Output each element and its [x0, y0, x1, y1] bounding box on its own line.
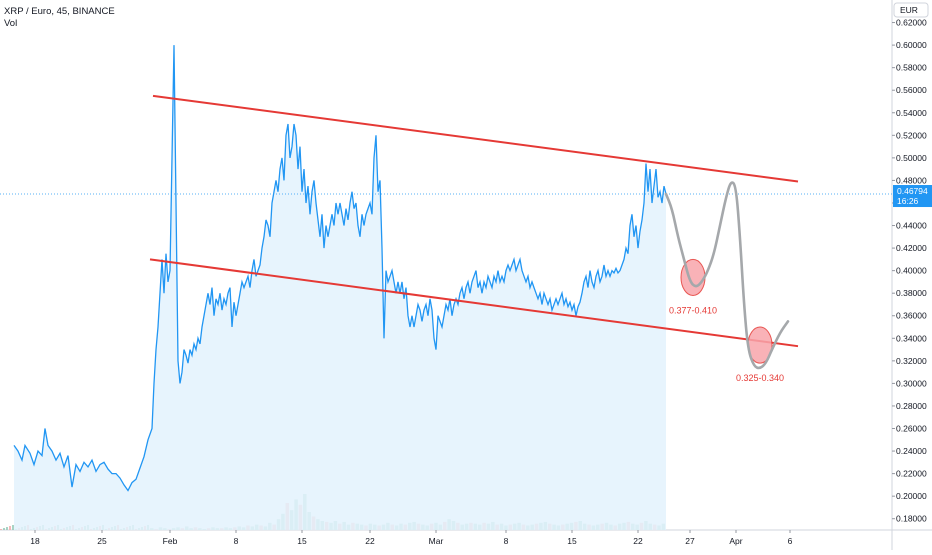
channel-upper-line: [152, 94, 799, 183]
target-zone-label-2: 0.325-0.340: [736, 373, 784, 383]
x-tick-label: Mar: [429, 536, 444, 546]
last-price-value: 0.46794: [897, 186, 928, 196]
y-tick-label: 0.48000: [896, 175, 927, 185]
y-tick-label: 0.56000: [896, 85, 927, 95]
x-tick-label: Feb: [163, 536, 178, 546]
y-tick-label: 0.36000: [896, 311, 927, 321]
volume-indicator-label: Vol: [4, 18, 18, 29]
y-tick-label: 0.32000: [896, 356, 927, 366]
volume-bar: [12, 525, 14, 530]
y-tick-label: 0.34000: [896, 333, 927, 343]
x-tick-label: 22: [633, 536, 643, 546]
y-tick-label: 0.52000: [896, 130, 927, 140]
y-tick-label: 0.42000: [896, 243, 927, 253]
currency-button: [893, 2, 929, 18]
volume-bar: [9, 526, 11, 530]
volume-bar: [3, 528, 5, 530]
target-zone-label-1: 0.377-0.410: [669, 305, 717, 315]
y-tick-label: 0.54000: [896, 108, 927, 118]
x-tick-label: Apr: [729, 536, 742, 546]
y-tick-label: 0.40000: [896, 266, 927, 276]
projection-path: [664, 181, 790, 370]
bar-countdown: 16:26: [897, 196, 919, 206]
currency-label: EUR: [900, 5, 918, 15]
x-tick-label: 8: [234, 536, 239, 546]
y-tick-label: 0.20000: [896, 491, 927, 501]
y-tick-label: 0.50000: [896, 153, 927, 163]
y-tick-label: 0.60000: [896, 40, 927, 50]
x-tick-label: 8: [504, 536, 509, 546]
volume-bar: [0, 529, 2, 530]
y-tick-label: 0.38000: [896, 288, 927, 298]
y-tick-label: 0.24000: [896, 446, 927, 456]
volume-bar: [6, 527, 8, 530]
y-tick-label: 0.62000: [896, 18, 927, 28]
y-tick-label: 0.30000: [896, 378, 927, 388]
y-tick-label: 0.26000: [896, 424, 927, 434]
y-tick-label: 0.44000: [896, 221, 927, 231]
channel-lower-line: [149, 258, 799, 348]
x-tick-label: 6: [788, 536, 793, 546]
x-tick-label: 18: [30, 536, 40, 546]
symbol-title: XRP / Euro, 45, BINANCE: [4, 6, 115, 17]
x-tick-label: 15: [297, 536, 307, 546]
y-tick-label: 0.18000: [896, 514, 927, 524]
y-tick-label: 0.28000: [896, 401, 927, 411]
x-tick-label: 22: [365, 536, 375, 546]
x-tick-label: 25: [97, 536, 107, 546]
price-area-fill: [14, 45, 666, 530]
price-line: [13, 45, 667, 492]
y-tick-label: 0.58000: [896, 63, 927, 73]
y-tick-label: 0.22000: [896, 469, 927, 479]
x-tick-label: 15: [567, 536, 577, 546]
last-price-badge: [893, 185, 932, 208]
x-tick-label: 27: [685, 536, 695, 546]
